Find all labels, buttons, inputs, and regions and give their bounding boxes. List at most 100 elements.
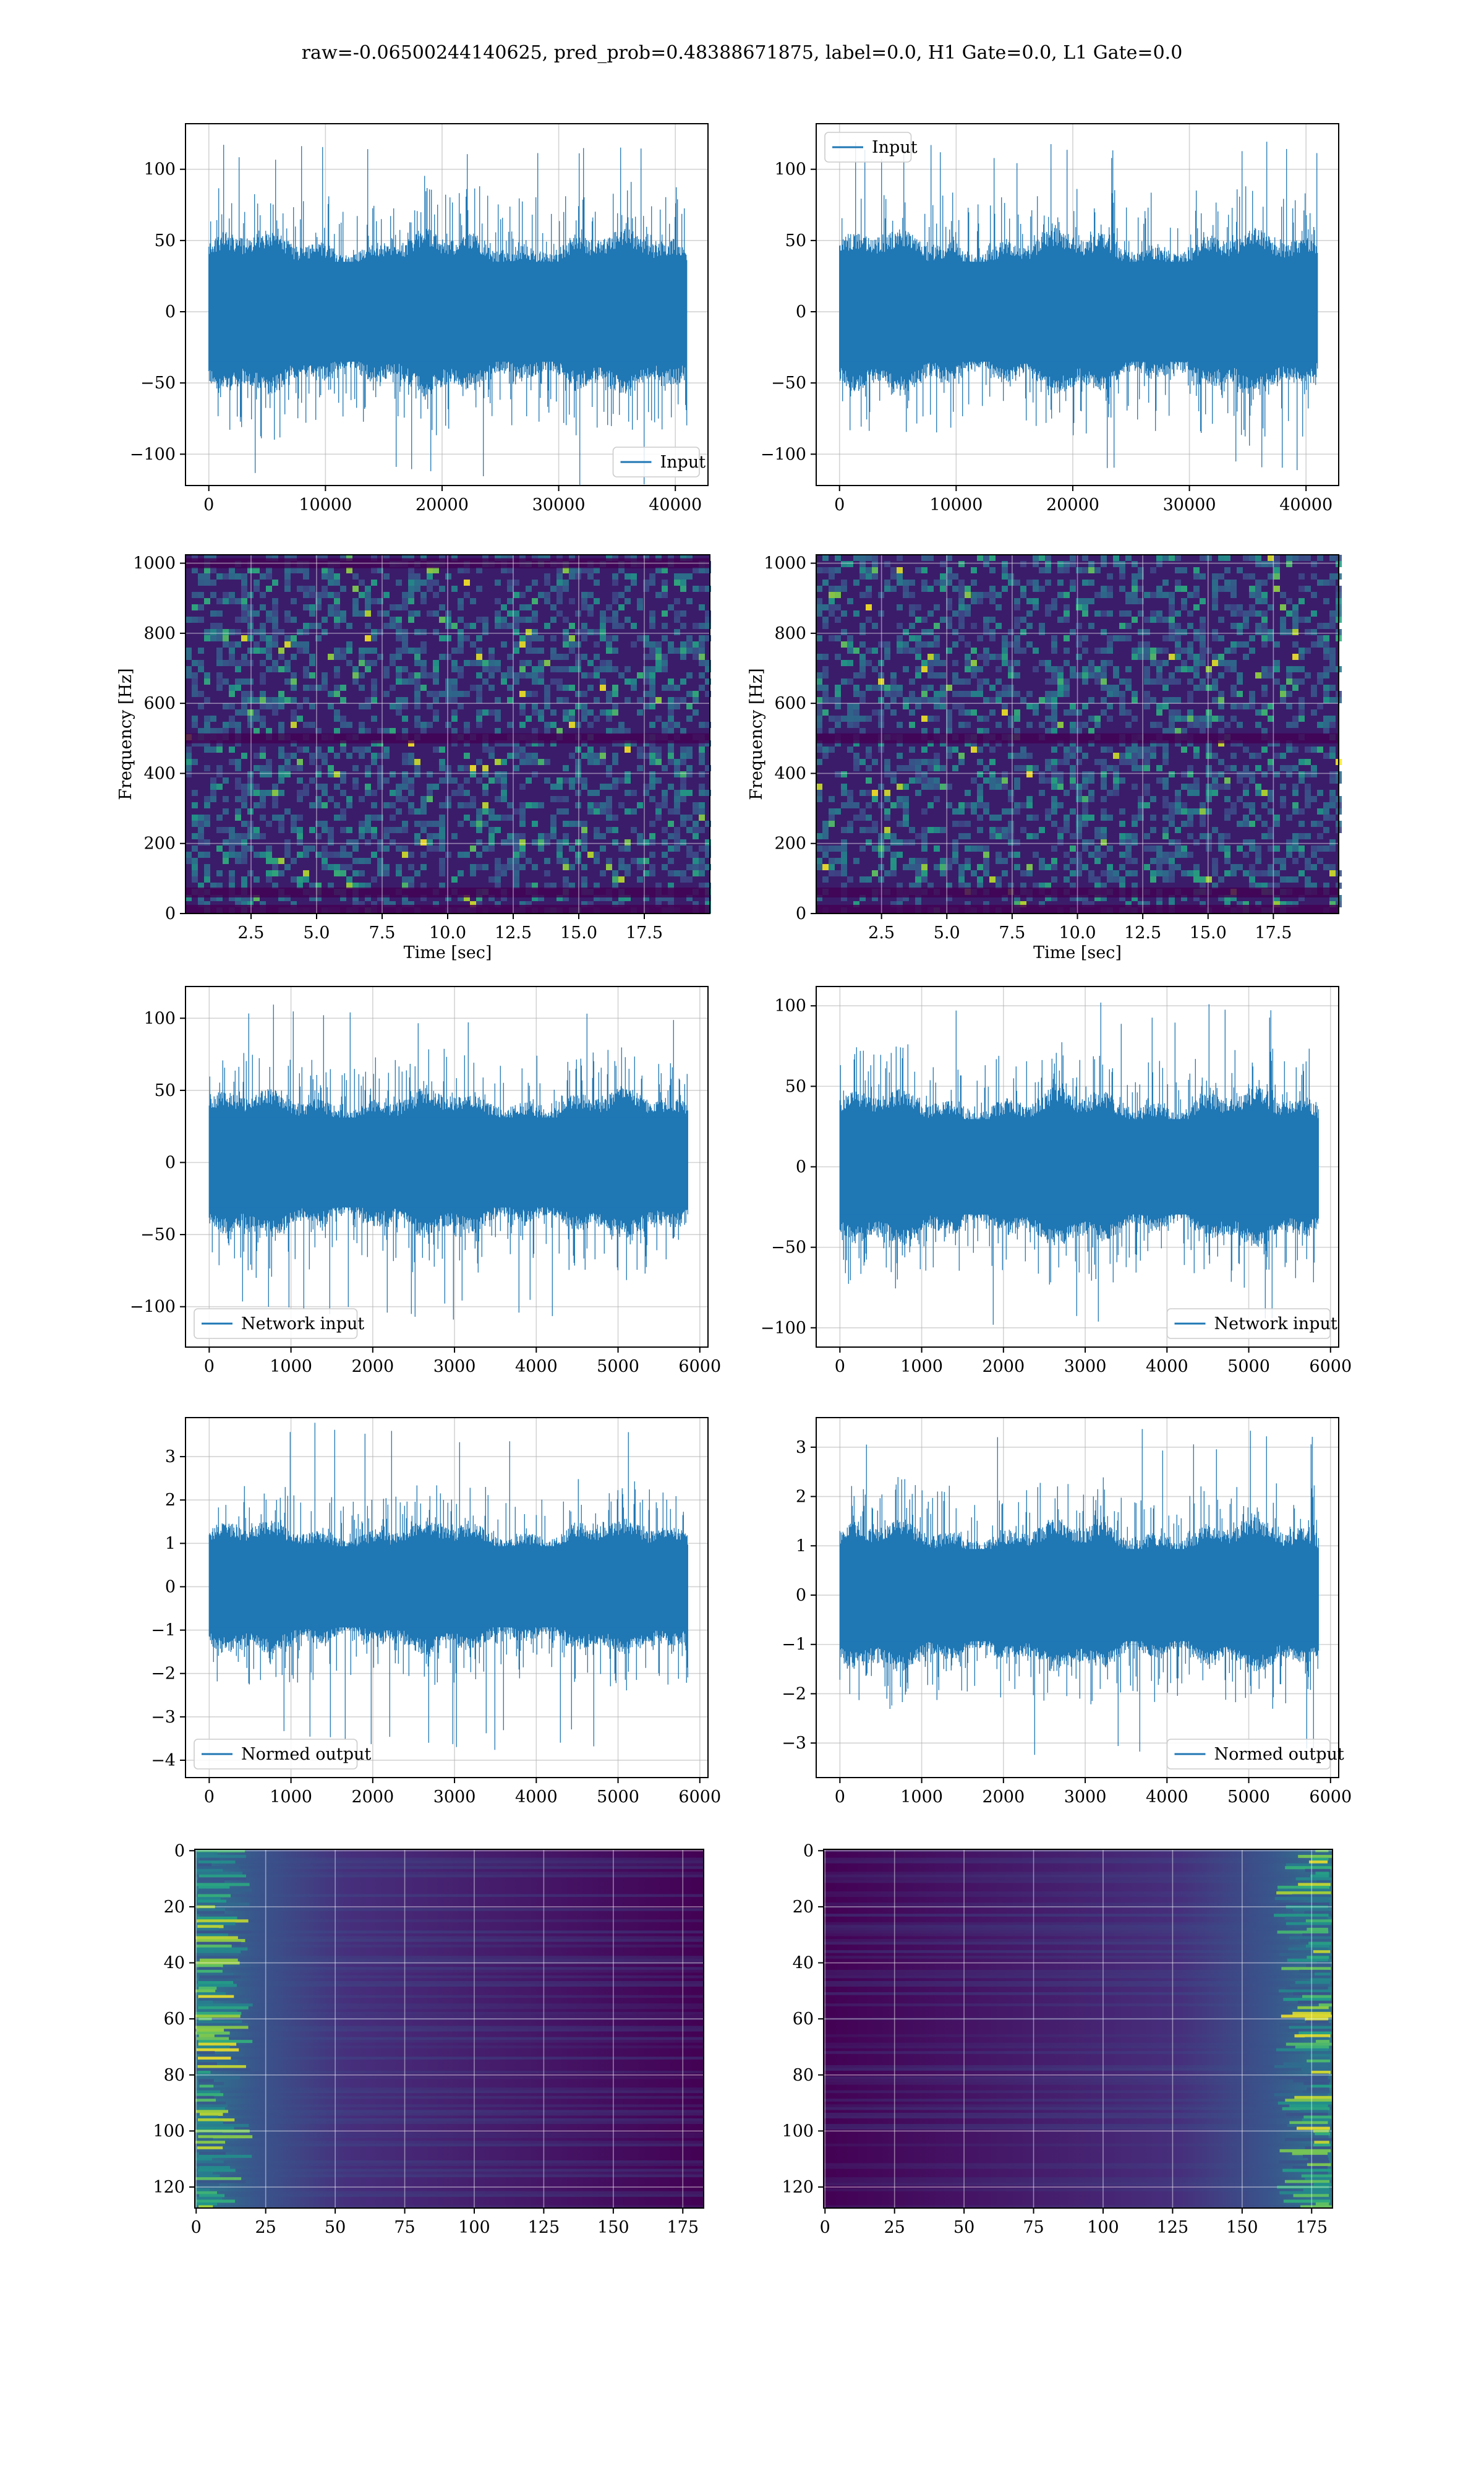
spectrogram-cell [1057, 685, 1064, 691]
spectrogram-cell [649, 691, 655, 697]
spectrogram-cell [1237, 722, 1243, 728]
spectrogram-cell [612, 703, 618, 709]
feature-map-edge-cell [195, 1947, 248, 1951]
spectrogram-cell [433, 716, 439, 722]
spectrogram-cell [1243, 839, 1249, 845]
spectrogram-cell [668, 728, 674, 734]
spectrogram-cell [693, 567, 699, 573]
spectrogram-cell [1274, 586, 1280, 592]
spectrogram-cell [1187, 790, 1193, 796]
spectrogram-cell [247, 678, 254, 685]
spectrogram-cell [909, 722, 915, 728]
spectrogram-cell [977, 654, 983, 660]
spectrogram-cell [1094, 648, 1101, 654]
feature-map-row [824, 1903, 1333, 1906]
spectrogram-cell [272, 641, 278, 648]
spectrogram-cell [433, 821, 439, 827]
spectrogram-cell [1286, 678, 1292, 685]
spectrogram-cell [612, 728, 618, 734]
spectrogram-cell [1206, 790, 1212, 796]
spectrogram-cell [1088, 716, 1094, 722]
spectrogram-cell [1125, 623, 1132, 629]
spectrogram-cell [1008, 629, 1014, 635]
spectrogram-cell [1311, 629, 1317, 635]
spectrogram-cell [1057, 580, 1064, 586]
spectrogram-cell [229, 833, 235, 839]
spectrogram-cell [322, 821, 328, 827]
spectrogram-cell [1249, 839, 1255, 845]
spectrogram-cell [1132, 617, 1138, 623]
spectrogram-cell [1057, 678, 1064, 685]
spectrogram-cell [1200, 617, 1206, 623]
spectrogram-cell [1305, 771, 1311, 777]
feature-map-edge-cell [1315, 1872, 1329, 1875]
spectrogram-cell [1323, 635, 1329, 641]
spectrogram-cell [476, 808, 482, 815]
feature-map-edge-cell [1283, 1998, 1331, 2001]
spectrogram-cell [600, 709, 606, 716]
feature-map-edge-cell [1284, 2138, 1333, 2141]
spectrogram-cell [1162, 870, 1169, 876]
feature-map-row [195, 2037, 704, 2040]
feature-map-edge-cell [1314, 1972, 1331, 1976]
feature-map-edge-cell [198, 1987, 217, 1990]
spectrogram-cell [1218, 691, 1224, 697]
spectrogram-cell [1162, 555, 1169, 561]
spectrogram-cell [1317, 672, 1323, 678]
legend-box [194, 1739, 358, 1770]
feature-map-edge-cell [1307, 2087, 1329, 2091]
spectrogram-cell [1187, 870, 1193, 876]
spectrogram-cell [1212, 573, 1218, 580]
spectrogram-cell [946, 784, 952, 790]
spectrogram-cell [890, 709, 897, 716]
spectrogram-cell [322, 759, 328, 765]
spectrogram-cell [235, 573, 241, 580]
spectrogram-cell [569, 635, 575, 641]
spectrogram-cell [897, 685, 903, 691]
spectrogram-cell [1169, 672, 1175, 678]
spectrogram-cell [556, 784, 563, 790]
spectrogram-cell [1181, 852, 1187, 858]
spectrogram-cell [359, 827, 365, 833]
spectrogram-cell [1274, 573, 1280, 580]
y-axis-label: Frequency [Hz] [747, 668, 766, 800]
spectrogram-cell [594, 808, 600, 815]
feature-map-edge-cell [1298, 1855, 1333, 1859]
spectrogram-cell [1094, 592, 1101, 598]
spectrogram-cell [618, 845, 625, 852]
spectrogram-cell [334, 648, 340, 654]
spectrogram-cell [581, 883, 587, 889]
feature-map-edge-cell [198, 2087, 221, 2091]
spectrogram-cell [1082, 555, 1088, 561]
spectrogram-cell [1274, 895, 1280, 901]
spectrogram-cell [278, 777, 284, 784]
spectrogram-cell [340, 864, 346, 870]
spectrogram-cell [1212, 629, 1218, 635]
spectrogram-cell [866, 586, 872, 592]
spectrogram-cell [1292, 858, 1298, 864]
spectrogram-cell [241, 753, 247, 759]
x-tick-label: 150 [597, 2218, 629, 2237]
spectrogram-cell [291, 678, 297, 685]
spectrogram-cell [470, 802, 476, 808]
spectrogram-cell [643, 740, 649, 747]
spectrogram-cell [952, 858, 958, 864]
spectrogram-cell [470, 685, 476, 691]
spectrogram-cell [1298, 598, 1305, 604]
spectrogram-cell [649, 722, 655, 728]
spectrogram-cell [1261, 870, 1268, 876]
spectrogram-cell [284, 895, 291, 901]
spectrogram-cell [322, 827, 328, 833]
spectrogram-cell [958, 617, 965, 623]
spectrogram-cell [1329, 660, 1336, 666]
spectrogram-cell [847, 747, 853, 753]
spectrogram-cell [983, 864, 989, 870]
spectrogram-cell [952, 808, 958, 815]
spectrogram-cell [352, 666, 359, 672]
spectrogram-cell [1082, 784, 1088, 790]
spectrogram-cell [352, 765, 359, 771]
feature-map-row [195, 2029, 704, 2032]
spectrogram-cell [649, 617, 655, 623]
spectrogram-cell [686, 635, 693, 641]
feature-map-edge-cell [1292, 2011, 1331, 2015]
